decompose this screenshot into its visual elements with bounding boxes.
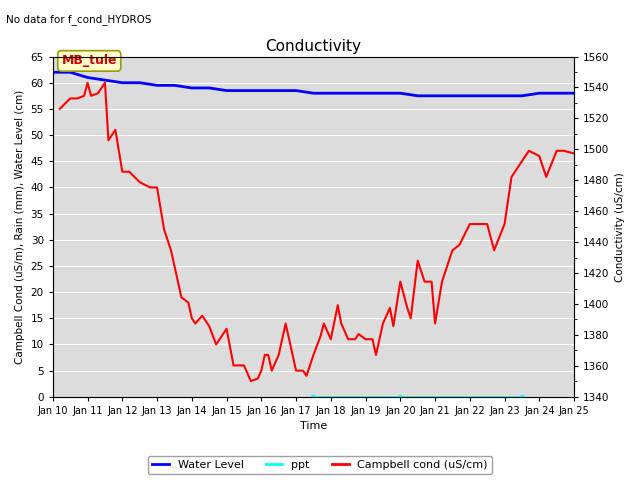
Y-axis label: Conductivity (uS/cm): Conductivity (uS/cm) xyxy=(615,172,625,282)
X-axis label: Time: Time xyxy=(300,421,327,432)
Y-axis label: Campbell Cond (uS/m), Rain (mm), Water Level (cm): Campbell Cond (uS/m), Rain (mm), Water L… xyxy=(15,90,25,364)
Legend: Water Level, ppt, Campbell cond (uS/cm): Water Level, ppt, Campbell cond (uS/cm) xyxy=(148,456,492,474)
Text: MB_tule: MB_tule xyxy=(61,54,117,67)
Title: Conductivity: Conductivity xyxy=(266,39,362,54)
Text: No data for f_cond_HYDROS: No data for f_cond_HYDROS xyxy=(6,14,152,25)
